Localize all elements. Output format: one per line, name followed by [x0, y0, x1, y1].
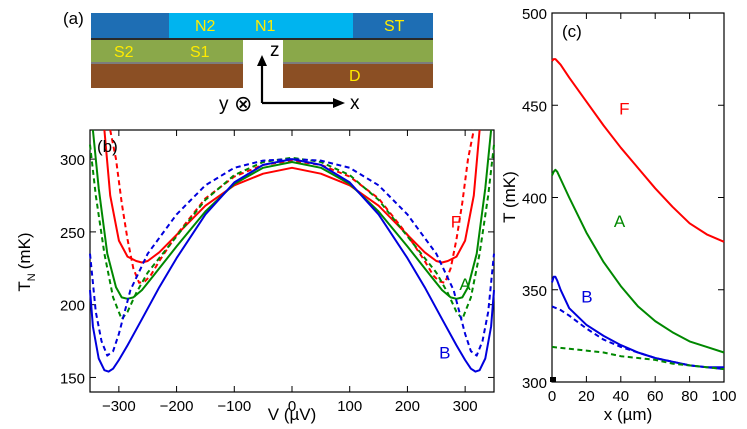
x-tick-label: 100 [711, 388, 736, 405]
axis-y-symbol: ⊗ [234, 91, 252, 116]
y-tick-label: 200 [60, 298, 85, 315]
y-tick-label: 350 [522, 283, 547, 300]
series-line-b-solid [89, 158, 495, 373]
panel-a-label: (a) [63, 9, 84, 28]
panel-c: 0 20 40 60 80 100 300 350 400 450 500 F A B (c) x (µ… [500, 6, 737, 424]
y-tick-label: 250 [60, 225, 85, 242]
series-line-a-dashed [89, 144, 495, 321]
panel-b-xlabel: V (µV) [268, 405, 317, 424]
svg-text:TN(mK): TN (mK) [15, 232, 38, 291]
curve-label-a: A [459, 275, 471, 294]
panel-c-corner-marker [550, 377, 556, 382]
label-d: D [349, 68, 361, 85]
axis-y-label: y [219, 94, 229, 115]
x-tick-label: 0 [288, 398, 296, 415]
label-n2: N2 [195, 18, 216, 35]
barrier-left [91, 62, 243, 64]
x-tick-label: 20 [578, 388, 595, 405]
layer-d-left [91, 64, 243, 88]
series-line-a-solid [91, 129, 493, 300]
axis-x-label: x [350, 93, 360, 114]
panel-b: −300 −200 −100 0 100 200 300 150 200 250 300 F A B (… [15, 129, 495, 424]
axis-z-label: z [270, 40, 280, 61]
panel-b-ylabel-main: T [15, 281, 34, 291]
y-tick-label: 300 [522, 375, 547, 392]
panel-b-ylabel: TN (mK) [15, 232, 38, 291]
panel-c-ticks: 0 20 40 60 80 100 300 350 400 450 500 [522, 6, 737, 405]
x-tick-label: −100 [217, 398, 251, 415]
x-arrowhead [333, 98, 345, 108]
panel-b-series [89, 129, 495, 373]
panel-c-ylabel: T (mK) [500, 171, 519, 223]
curve-label-a: A [614, 212, 626, 231]
panel-b-ylabel-unit: (mK) [15, 232, 34, 269]
panel-c-frame [551, 12, 725, 383]
panel-b-frame [89, 129, 495, 393]
curve-label-b: B [439, 344, 450, 363]
series-line-b-dashed [89, 158, 495, 357]
label-n1: N1 [255, 18, 276, 35]
layer-n1 [169, 13, 353, 38]
panel-b-ylabel-sub: N [26, 273, 38, 281]
x-tick-label: 200 [395, 398, 420, 415]
x-tick-label: −300 [102, 398, 136, 415]
label-s2: S2 [114, 44, 134, 61]
series-line-a-solid [551, 168, 725, 354]
x-tick-label: −200 [160, 398, 194, 415]
x-tick-label: 60 [647, 388, 664, 405]
layer-d-right [283, 64, 433, 88]
panel-c-xlabel: x (µm) [604, 405, 653, 424]
layer-n2-dark [91, 13, 169, 38]
series-line-f-solid [103, 129, 481, 264]
panel-b-ticks: −300 −200 −100 0 100 200 300 150 200 250 300 [60, 130, 494, 415]
series-line-b-dashed [551, 305, 725, 371]
series-line-f-solid [551, 58, 725, 243]
panel-b-curve-labels: F A B [439, 213, 471, 363]
curve-label-f: F [451, 213, 461, 232]
series-line-a-dashed [551, 345, 725, 371]
y-tick-label: 400 [522, 191, 547, 208]
x-tick-label: 40 [612, 388, 629, 405]
x-tick-label: 0 [548, 388, 556, 405]
y-tick-label: 500 [522, 6, 547, 23]
layer-st [353, 13, 433, 38]
series-line-f-dashed [109, 129, 475, 284]
x-tick-label: 300 [453, 398, 478, 415]
panel-c-label: (c) [562, 22, 582, 41]
x-tick-label: 80 [681, 388, 698, 405]
label-st: ST [384, 18, 405, 35]
panel-c-curve-labels: F A B [581, 99, 629, 306]
y-tick-label: 150 [60, 370, 85, 387]
curve-label-b: B [581, 288, 592, 307]
x-tick-label: 100 [337, 398, 362, 415]
curve-label-f: F [619, 99, 629, 118]
label-s1: S1 [190, 44, 210, 61]
layer-s-right [283, 40, 433, 62]
layer-s-left [91, 40, 243, 62]
panel-b-label: (b) [97, 137, 118, 156]
barrier-right [283, 62, 433, 64]
y-tick-label: 450 [522, 98, 547, 115]
z-arrowhead [257, 55, 267, 66]
tunnel-barrier-top [91, 38, 433, 40]
panel-a: (a) N2 N1 ST S2 S1 D z x y ⊗ [63, 9, 433, 116]
panel-c-series [551, 58, 725, 371]
y-tick-label: 300 [60, 152, 85, 169]
